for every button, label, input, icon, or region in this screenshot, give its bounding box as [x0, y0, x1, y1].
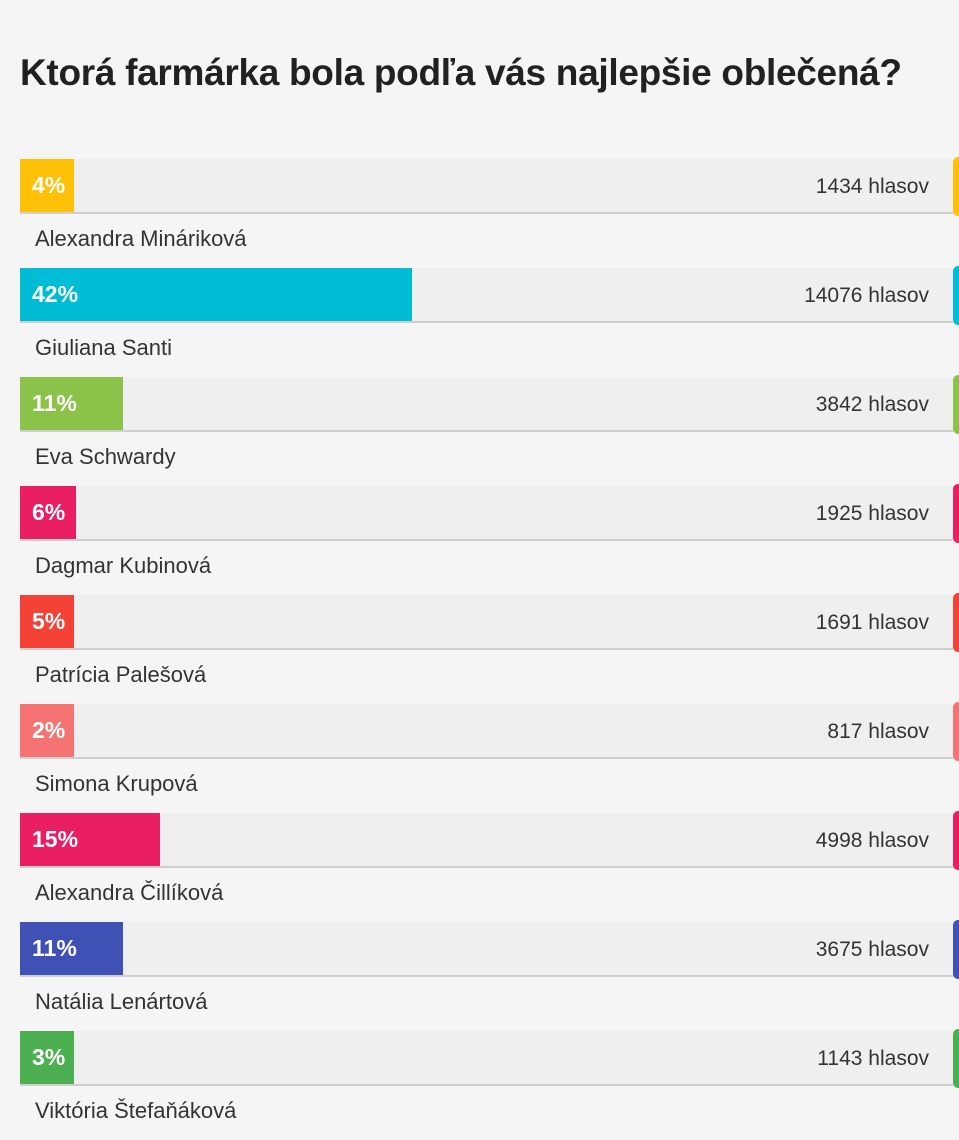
color-marker [953, 157, 959, 216]
percent-label: 6% [32, 499, 66, 525]
color-marker [953, 1029, 959, 1088]
poll-question: Ktorá farmárka bola podľa vás najlepšie … [20, 52, 902, 93]
result-bar-fill [20, 268, 412, 321]
percent-label: 4% [32, 172, 66, 198]
option-name: Giuliana Santi [35, 335, 172, 360]
result-bar-fill [20, 813, 160, 866]
poll-option[interactable]: 15% 4998 hlasov Alexandra Čillíková [0, 811, 959, 922]
result-bar-track: 4% 1434 hlasov [20, 159, 953, 214]
percent-label: 42% [32, 281, 79, 307]
result-bar-fill [20, 377, 123, 430]
percent-label: 2% [32, 717, 66, 743]
result-bar-track: 3% 1143 hlasov [20, 1031, 953, 1086]
result-bar-track: 11% 3675 hlasov [20, 922, 953, 977]
result-bar-track: 11% 3842 hlasov [20, 377, 953, 432]
vote-count: 1925 hlasov [815, 502, 929, 525]
poll-options: 4% 1434 hlasov Alexandra Mináriková 42% 1407… [0, 157, 959, 1140]
color-marker [953, 811, 959, 870]
option-name: Alexandra Čillíková [35, 880, 224, 905]
result-bar-track: 5% 1691 hlasov [20, 595, 953, 650]
poll-option[interactable]: 3% 1143 hlasov Viktória Štefaňáková [0, 1029, 959, 1140]
vote-count: 14076 hlasov [804, 284, 929, 307]
option-name: Eva Schwardy [35, 444, 176, 469]
option-name: Viktória Štefaňáková [35, 1098, 237, 1123]
result-bar-fill [20, 159, 74, 212]
poll-option[interactable]: 2% 817 hlasov Simona Krupová [0, 702, 959, 813]
result-bar-fill [20, 704, 74, 757]
color-marker [953, 266, 959, 325]
vote-count: 1434 hlasov [815, 175, 929, 198]
poll-option[interactable]: 11% 3675 hlasov Natália Lenártová [0, 920, 959, 1031]
vote-count: 4998 hlasov [815, 829, 929, 852]
result-bar-track: 2% 817 hlasov [20, 704, 953, 759]
result-bar-fill [20, 922, 123, 975]
vote-count: 3842 hlasov [815, 393, 929, 416]
poll-option[interactable]: 11% 3842 hlasov Eva Schwardy [0, 375, 959, 486]
option-name: Dagmar Kubinová [35, 553, 212, 578]
option-name: Alexandra Mináriková [35, 226, 247, 251]
poll-option[interactable]: 6% 1925 hlasov Dagmar Kubinová [0, 484, 959, 595]
result-bar-track: 42% 14076 hlasov [20, 268, 953, 323]
poll-option[interactable]: 4% 1434 hlasov Alexandra Mináriková [0, 157, 959, 268]
percent-label: 3% [32, 1044, 66, 1070]
percent-label: 15% [32, 826, 79, 852]
option-name: Natália Lenártová [35, 989, 208, 1014]
color-marker [953, 375, 959, 434]
color-marker [953, 920, 959, 979]
percent-label: 5% [32, 608, 66, 634]
color-marker [953, 702, 959, 761]
percent-label: 11% [32, 935, 77, 961]
result-bar-fill [20, 486, 76, 539]
vote-count: 3675 hlasov [815, 938, 929, 961]
result-bar-fill [20, 1031, 74, 1084]
result-bar-fill [20, 595, 74, 648]
option-name: Simona Krupová [35, 771, 198, 796]
vote-count: 817 hlasov [827, 720, 929, 743]
percent-label: 11% [32, 390, 77, 416]
poll-option[interactable]: 42% 14076 hlasov Giuliana Santi [0, 266, 959, 377]
vote-count: 1691 hlasov [815, 611, 929, 634]
color-marker [953, 593, 959, 652]
result-bar-track: 6% 1925 hlasov [20, 486, 953, 541]
poll-option[interactable]: 5% 1691 hlasov Patrícia Palešová [0, 593, 959, 704]
option-name: Patrícia Palešová [35, 662, 207, 687]
vote-count: 1143 hlasov [817, 1047, 929, 1070]
color-marker [953, 484, 959, 543]
result-bar-track: 15% 4998 hlasov [20, 813, 953, 868]
